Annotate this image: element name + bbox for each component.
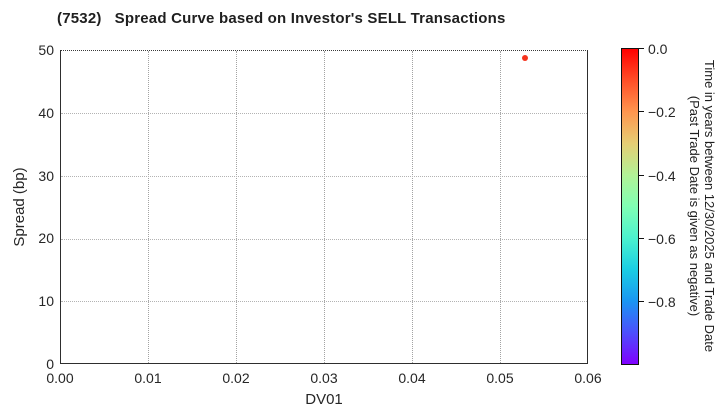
y-tick-30: 30 [38,168,54,184]
colorbar-tick-neg0.4: −0.4 [648,168,676,184]
y-tick-0: 0 [46,356,54,372]
colorbar-tick-mark-0.2 [639,111,644,112]
gridline-x-0.04 [412,51,413,363]
colorbar-tick-neg0.2: −0.2 [648,104,676,120]
y-tick-50: 50 [38,42,54,58]
gridline-y-10 [61,301,587,302]
y-axis-label: Spread (bp) [11,167,28,247]
x-tick-0.04: 0.04 [398,370,426,386]
colorbar-tick-mark-0.4 [639,175,644,176]
gridline-x-0.01 [148,51,149,363]
gridline-x-0.02 [236,51,237,363]
colorbar-gradient [621,48,639,365]
gridline-x-0.03 [324,51,325,363]
colorbar-tick-neg0.6: −0.6 [648,231,676,247]
colorbar-tick-0.0: 0.0 [648,41,668,57]
plot-area [60,50,588,364]
scatter-point [522,55,528,61]
colorbar-tick-mark-0.0 [639,48,644,49]
colorbar-axis-label: Time in years between 12/30/2025 and Tra… [687,26,717,386]
x-tick-0.02: 0.02 [222,370,250,386]
x-axis-label: DV01 [305,391,343,408]
x-tick-0.00: 0.00 [46,370,74,386]
y-tick-20: 20 [38,230,54,246]
colorbar-tick-neg0.8: −0.8 [648,294,676,310]
gridline-x-0.05 [500,51,501,363]
colorbar-tick-mark-0.8 [639,301,644,302]
x-tick-0.05: 0.05 [486,370,514,386]
gridline-y-20 [61,239,587,240]
x-tick-0.03: 0.03 [310,370,338,386]
y-tick-40: 40 [38,105,54,121]
colorbar-label-line2: (Past Trade Date is given as negative) [687,95,702,317]
colorbar-tick-mark-0.6 [639,238,644,239]
x-tick-0.01: 0.01 [134,370,162,386]
gridline-y-40 [61,113,587,114]
gridline-y-30 [61,176,587,177]
colorbar-label-line1: Time in years between 12/30/2025 and Tra… [702,59,717,353]
x-tick-0.06: 0.06 [574,370,602,386]
y-tick-10: 10 [38,293,54,309]
chart-title: (7532) Spread Curve based on Investor's … [57,10,506,27]
